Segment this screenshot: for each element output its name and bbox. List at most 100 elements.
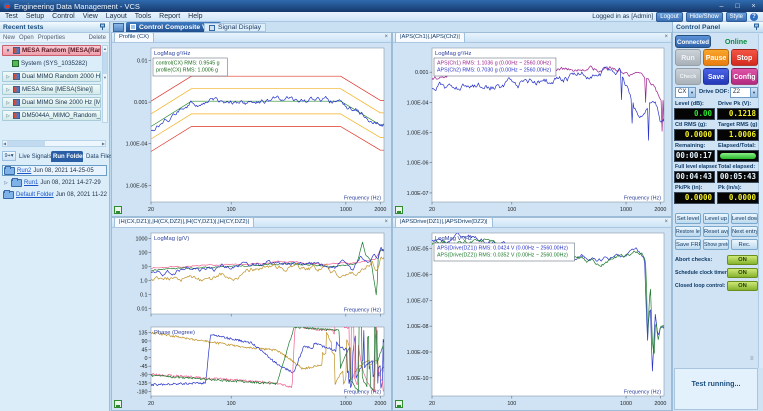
chart-type-icon[interactable] bbox=[395, 206, 403, 214]
drive-chart[interactable]: 1.00E-05 1.00E-06 1.00E-07 1.00E-08 1.00E-09… bbox=[394, 229, 670, 409]
close-button[interactable]: × bbox=[751, 2, 756, 10]
chart-type-icon[interactable] bbox=[114, 400, 122, 408]
chart-type-icon[interactable] bbox=[395, 400, 403, 408]
restore-level-button[interactable]: Restore level bbox=[675, 226, 701, 237]
logout-button[interactable]: Logout bbox=[656, 11, 683, 22]
scroll-up-icon[interactable]: ▲ bbox=[103, 46, 107, 51]
panel-tab-profile[interactable]: Profile (CX) bbox=[114, 32, 154, 42]
tab-live-signals[interactable]: Live Signals bbox=[19, 153, 52, 160]
recent-test-item-dual-mimo-sine[interactable]: ▷ Dual MIMO Sine 2000 Hz [MIMO(Sine)] bbox=[2, 97, 101, 108]
close-icon[interactable]: × bbox=[384, 34, 388, 40]
save-button[interactable]: Save bbox=[703, 68, 729, 85]
config-button[interactable]: Config bbox=[731, 68, 758, 85]
tree-vertical-scrollbar[interactable]: ▲ ▼ bbox=[102, 45, 108, 123]
help-icon[interactable]: ? bbox=[750, 12, 758, 21]
panel-tab-aps[interactable]: |APS(Ch1)|,|APS(Ch2)| bbox=[395, 32, 465, 42]
closed-loop-control-label: Closed loop control: bbox=[675, 283, 726, 289]
layout-view-button[interactable] bbox=[113, 23, 124, 32]
expander-icon[interactable]: ▷ bbox=[6, 99, 10, 105]
menu-test[interactable]: Test bbox=[5, 13, 18, 20]
recent-test-item-mesa-sine[interactable]: ▷ MESA Sine [MESA(Sine)] bbox=[2, 84, 101, 95]
hide-show-button[interactable]: Hide/Show bbox=[685, 11, 723, 22]
svg-text:1.00E-06: 1.00E-06 bbox=[407, 272, 429, 278]
svg-text:0.001: 0.001 bbox=[415, 70, 429, 76]
scroll-left-icon[interactable]: ◀ bbox=[3, 141, 7, 146]
run-folder-item[interactable]: Default Folder Jun 08, 2021 11-22-02 bbox=[2, 189, 107, 200]
expander-icon[interactable]: ▷ bbox=[6, 86, 10, 92]
reset-avg-button[interactable]: Reset avg bbox=[703, 226, 729, 237]
abort-checks-toggle[interactable]: ON bbox=[727, 255, 758, 265]
tab-signal-display[interactable]: Signal Display bbox=[204, 23, 267, 32]
connection-button[interactable]: Connected bbox=[675, 35, 711, 48]
run-button[interactable]: Run bbox=[675, 49, 701, 66]
tab-overflow-button[interactable]: 9+ ▾ bbox=[2, 151, 16, 161]
tab-run-folders[interactable]: Run Folders bbox=[51, 151, 88, 162]
set-level-button[interactable]: Set level bbox=[675, 213, 701, 224]
resize-grip-icon[interactable]: ≡ bbox=[750, 356, 754, 362]
rec-button[interactable]: Rec. bbox=[731, 239, 758, 250]
close-icon[interactable]: × bbox=[664, 219, 668, 225]
check-only-button[interactable]: Check only bbox=[675, 68, 701, 97]
run-folder-item[interactable]: ▷ Run1 Jun 08, 2021 14-27-29 bbox=[2, 177, 107, 188]
menu-layout[interactable]: Layout bbox=[105, 13, 127, 20]
expander-icon[interactable]: ▼ bbox=[5, 48, 11, 53]
scroll-right-icon[interactable]: ▶ bbox=[101, 141, 105, 146]
show-pretest-button[interactable]: Show pretest bbox=[703, 239, 729, 250]
aps-chart[interactable]: 0.001 1.00E-04 1.00E-05 1.00E-06 1.00E-07 20 1… bbox=[394, 44, 670, 215]
close-icon[interactable]: × bbox=[664, 34, 668, 40]
panel-tab-drive[interactable]: |APSDrive(DZ1)|,|APSDrive(DZ2)| bbox=[395, 217, 493, 227]
level-down-button[interactable]: Level down bbox=[731, 213, 758, 224]
scrollbar-thumb[interactable] bbox=[103, 52, 107, 74]
new-test-button[interactable]: New bbox=[3, 34, 16, 41]
panel-tab-frf[interactable]: |H(CX,DZ1)|,|H(CX,DZ2)|,|H(CY,DZ1)|,|H(C… bbox=[114, 217, 255, 227]
chevron-down-icon[interactable]: ▾ bbox=[688, 88, 695, 97]
open-test-button[interactable]: Open bbox=[19, 34, 34, 41]
recent-test-item-dual-mimo-random[interactable]: ▷ Dual MIMO Random 2000 Hz [MIMO(Random)… bbox=[2, 71, 101, 82]
save-frf-button[interactable]: Save FRF bbox=[675, 239, 701, 250]
next-entry-button[interactable]: Next entry bbox=[731, 226, 758, 237]
menu-tools[interactable]: Tools bbox=[134, 13, 152, 20]
chart-type-icon[interactable] bbox=[114, 206, 122, 214]
maximize-button[interactable]: □ bbox=[735, 2, 740, 10]
level-up-button[interactable]: Level up bbox=[703, 213, 729, 224]
schedule-clock-timer-toggle[interactable]: ON bbox=[727, 268, 758, 278]
menu-help[interactable]: Help bbox=[188, 13, 203, 20]
drive-dof-select[interactable]: Z2 ▾ bbox=[730, 87, 758, 98]
ctl-rms-label: Ctl RMS (g): bbox=[675, 122, 708, 128]
closed-loop-control-toggle[interactable]: ON bbox=[727, 281, 758, 291]
frf-magnitude-chart[interactable]: 1000 100 10 1.0 0.1 0.01 LogMag (g/V) Frequency… bbox=[113, 229, 390, 323]
scrollbar-thumb[interactable] bbox=[7, 141, 46, 146]
scroll-down-icon[interactable]: ▼ bbox=[103, 75, 107, 80]
tree-horizontal-scrollbar[interactable]: ◀ ▶ bbox=[2, 140, 106, 147]
expander-icon[interactable]: ▷ bbox=[4, 179, 8, 185]
profile-chart[interactable]: 0.01 0.001 1.00E-04 1.00E-05 20 100 1000 2000 Lo… bbox=[113, 44, 390, 215]
chevron-down-icon[interactable]: ▾ bbox=[750, 88, 757, 97]
pause-button[interactable]: Pause bbox=[703, 49, 729, 66]
run-link[interactable]: Default Folder bbox=[16, 191, 54, 198]
tab-data-files[interactable]: Data Files bbox=[86, 153, 114, 160]
close-icon[interactable]: × bbox=[384, 219, 388, 225]
tab-control-composite-view[interactable]: Control Composite View bbox=[126, 22, 222, 32]
menu-view[interactable]: View bbox=[82, 13, 98, 20]
run-link[interactable]: Run1 bbox=[24, 179, 39, 186]
properties-button[interactable]: Properties bbox=[37, 34, 66, 41]
menu-report[interactable]: Report bbox=[159, 13, 181, 20]
menu-setup[interactable]: Setup bbox=[25, 13, 45, 20]
expander-icon[interactable]: ▷ bbox=[6, 112, 10, 118]
ctl-dof-select[interactable]: CX ▾ bbox=[675, 87, 696, 98]
run-folder-item[interactable]: Run2 Jun 08, 2021 14-25-05 bbox=[2, 165, 107, 176]
pin-icon[interactable] bbox=[99, 23, 106, 31]
recent-test-item-mesa-random[interactable]: ▼ MESA Random [MESA(Random)] bbox=[2, 45, 101, 56]
svg-text:20: 20 bbox=[148, 401, 154, 407]
system-item[interactable]: System (SYS_1035282) bbox=[12, 58, 104, 69]
delete-test-button[interactable]: Delete bbox=[88, 34, 106, 41]
recent-test-item-dm5044a[interactable]: ▷ DM5044A_MIMO_Random_Sliptable [MIMO(Ra… bbox=[2, 110, 101, 121]
minimize-button[interactable]: – bbox=[719, 2, 724, 10]
style-button[interactable]: Style bbox=[725, 11, 747, 22]
menu-control[interactable]: Control bbox=[52, 13, 75, 20]
expander-icon[interactable]: ▷ bbox=[6, 73, 10, 79]
run-link[interactable]: Run2 bbox=[17, 167, 32, 174]
stop-button[interactable]: Stop bbox=[731, 49, 758, 66]
pin-icon[interactable] bbox=[753, 23, 760, 31]
